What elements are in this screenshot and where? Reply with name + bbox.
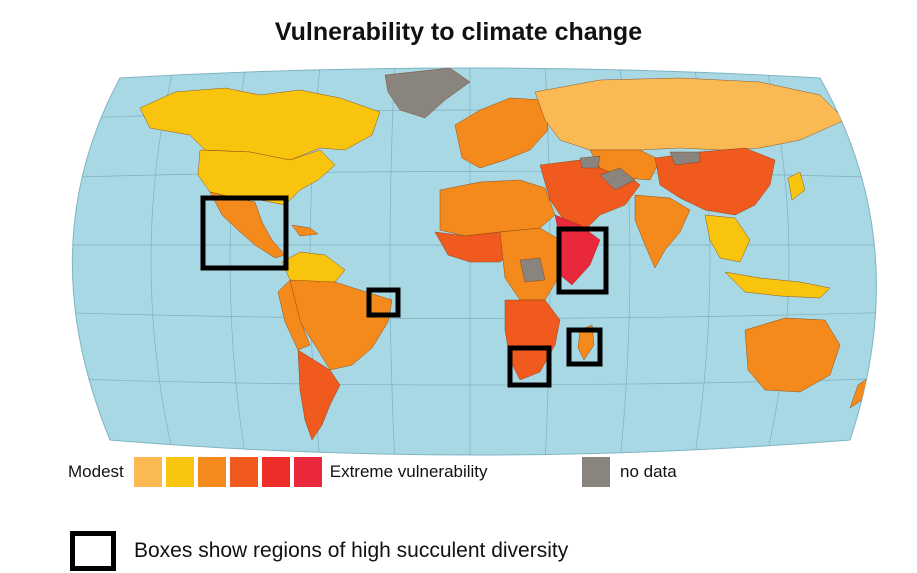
southeast-asia xyxy=(704,214,751,263)
legend-nodata: no data xyxy=(582,456,677,488)
central-asia xyxy=(589,149,661,181)
north-america-north xyxy=(139,87,381,161)
southern-cone xyxy=(297,349,341,441)
north-africa xyxy=(439,179,556,237)
legend: Modest Extreme vulnerability xyxy=(68,456,488,488)
box-legend: Boxes show regions of high succulent div… xyxy=(70,530,568,572)
nodata-patch xyxy=(669,151,701,166)
box-southern-africa xyxy=(507,345,552,388)
box-mexico-central-america xyxy=(200,195,289,271)
indonesia xyxy=(724,271,831,299)
box-eastern-brazil xyxy=(366,287,401,318)
andes xyxy=(277,279,311,351)
nodata-patch xyxy=(519,257,546,283)
australia xyxy=(744,317,841,393)
legend-swatch-3 xyxy=(197,457,226,487)
map-title: Vulnerability to climate change xyxy=(274,18,643,46)
caribbean xyxy=(291,224,319,237)
box-legend-label: Boxes show regions of high succulent div… xyxy=(134,539,569,562)
southern-africa xyxy=(504,299,561,381)
legend-swatch-1 xyxy=(133,457,162,487)
legend-swatch-4 xyxy=(229,457,258,487)
box-legend-icon xyxy=(70,531,116,571)
box-horn-of-africa xyxy=(556,226,609,295)
japan xyxy=(787,171,806,201)
india xyxy=(634,194,691,269)
greenland xyxy=(384,68,471,119)
europe xyxy=(454,97,549,169)
russia xyxy=(534,77,846,151)
legend-swatch-5 xyxy=(261,457,290,487)
box-madagascar xyxy=(566,327,603,367)
nodata-patch xyxy=(599,167,636,191)
legend-swatch-6 xyxy=(293,457,322,487)
succulent-boxes xyxy=(200,195,609,388)
nodata-patch xyxy=(579,155,601,169)
madagascar xyxy=(577,324,595,361)
legend-swatch-2 xyxy=(165,457,194,487)
china xyxy=(654,147,776,216)
legend-max-label: Extreme vulnerability xyxy=(329,462,488,481)
legend-min-label: Modest xyxy=(68,462,124,481)
legend-nodata-swatch xyxy=(582,457,610,487)
legend-nodata-label: no data xyxy=(620,462,677,481)
